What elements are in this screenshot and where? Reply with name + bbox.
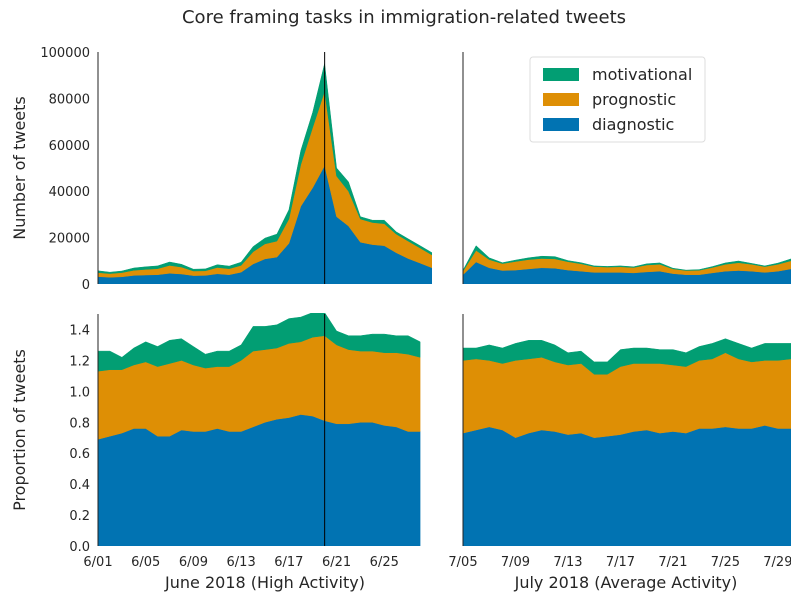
- area-diagnostic-july-proportions: [463, 425, 791, 546]
- legend-swatch-diagnostic: [543, 118, 579, 131]
- legend-label-motivational: motivational: [592, 65, 692, 84]
- legend-label-diagnostic: diagnostic: [592, 115, 674, 134]
- panel-june-counts: [98, 63, 432, 284]
- panel-june-proportions: [98, 313, 421, 546]
- y-axis-label-top: Number of tweets: [10, 96, 29, 240]
- x-tick-label: 6/09: [179, 555, 208, 570]
- area-prognostic-july-proportions: [463, 352, 791, 438]
- x-tick-label: 6/01: [83, 555, 112, 570]
- x-tick-label: 7/09: [501, 555, 530, 570]
- y-tick-label: 0.6: [69, 447, 90, 462]
- y-tick-label: 1.4: [69, 323, 90, 338]
- y-tick-label: 0: [82, 278, 90, 293]
- y-tick-label: 0.2: [69, 509, 90, 524]
- area-diagnostic-june-proportions: [98, 414, 421, 546]
- area-motivational-june-counts: [98, 63, 432, 274]
- x-tick-label: 7/29: [763, 555, 791, 570]
- y-tick-label: 0.0: [69, 540, 90, 555]
- area-motivational-july-proportions: [463, 338, 791, 375]
- y-tick-label: 40000: [49, 185, 90, 200]
- legend-swatch-motivational: [543, 68, 579, 81]
- y-tick-label: 20000: [49, 232, 90, 247]
- y-tick-label: 0.4: [69, 478, 90, 493]
- y-tick-label: 0.8: [69, 416, 90, 431]
- x-tick-label: 6/21: [322, 555, 351, 570]
- y-tick-label: 100000: [40, 46, 90, 61]
- x-axis-label-july: July 2018 (Average Activity): [514, 573, 738, 592]
- y-tick-label: 80000: [49, 92, 90, 107]
- legend-swatch-prognostic: [543, 93, 579, 106]
- x-tick-label: 7/05: [448, 555, 477, 570]
- panel-july-counts: [463, 245, 791, 284]
- area-motivational-july-counts: [463, 245, 791, 272]
- x-tick-label: 6/17: [274, 555, 303, 570]
- panel-july-proportions: [463, 338, 791, 546]
- x-tick-label: 7/17: [606, 555, 635, 570]
- x-tick-label: 6/13: [227, 555, 256, 570]
- plot-area: 0 20000 40000 60000 80000 100000 0.0 0.2 0.4 0.6 0…: [40, 46, 791, 570]
- x-tick-label: 7/21: [658, 555, 687, 570]
- x-tick-label: 7/13: [553, 555, 582, 570]
- y-tick-label: 1.2: [69, 354, 90, 369]
- x-tick-label: 6/25: [370, 555, 399, 570]
- y-tick-label: 60000: [49, 139, 90, 154]
- legend-label-prognostic: prognostic: [592, 90, 676, 109]
- legend: motivational prognostic diagnostic: [529, 56, 706, 143]
- x-tick-label: 6/05: [131, 555, 160, 570]
- chart-title: Core framing tasks in immigration-relate…: [182, 7, 626, 28]
- x-tick-label: 7/25: [711, 555, 740, 570]
- y-axis-label-bottom: Proportion of tweets: [10, 349, 29, 511]
- y-tick-label: 1.0: [69, 385, 90, 400]
- area-motivational-june-proportions: [98, 313, 421, 372]
- x-axis-label-june: June 2018 (High Activity): [164, 573, 365, 592]
